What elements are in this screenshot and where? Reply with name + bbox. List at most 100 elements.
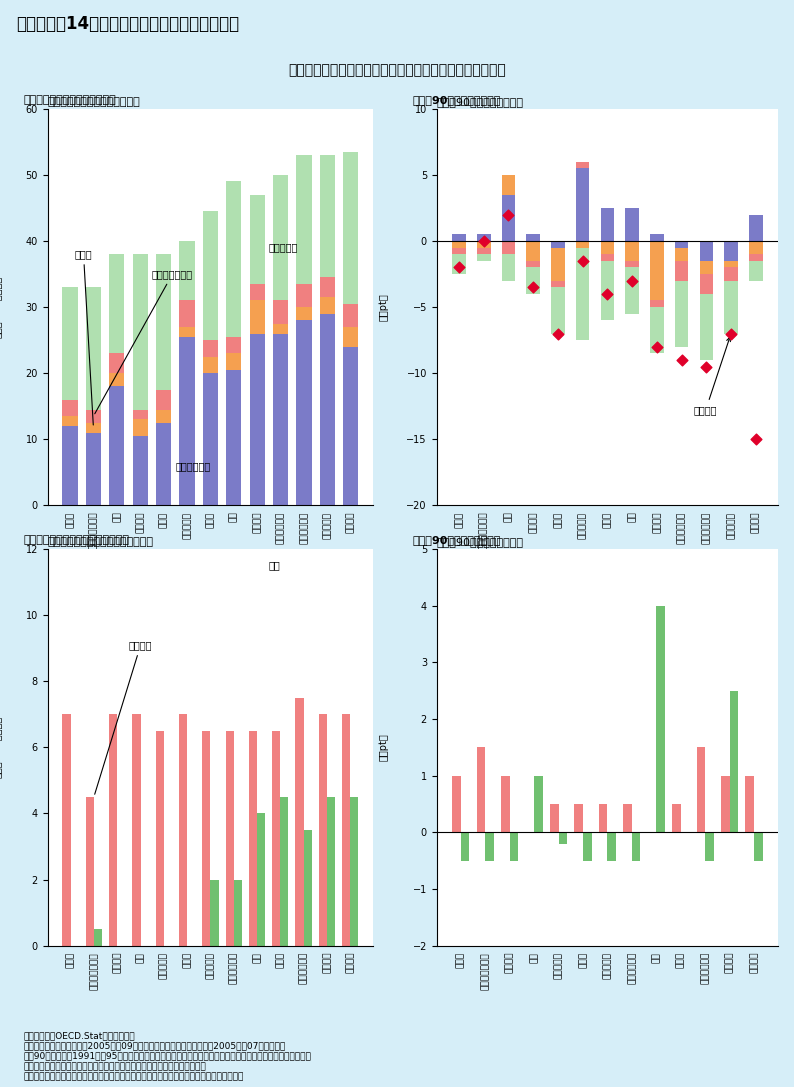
Bar: [626, 241, 639, 261]
Bar: [673, 804, 680, 833]
Bar: [626, 261, 639, 267]
Bar: [296, 307, 311, 321]
Bar: [700, 293, 713, 360]
Bar: [86, 423, 101, 433]
Bar: [226, 370, 241, 505]
Text: （３）各国の社会保障支出（直近）: （３）各国の社会保障支出（直近）: [24, 536, 130, 546]
Bar: [320, 277, 335, 297]
Bar: [63, 714, 71, 946]
Bar: [343, 303, 358, 327]
Bar: [576, 162, 589, 168]
Bar: [226, 182, 241, 337]
Point: [453, 259, 465, 276]
Text: 利払費: 利払費: [75, 249, 93, 425]
Bar: [485, 833, 494, 861]
Bar: [730, 690, 738, 833]
Bar: [86, 287, 101, 410]
Bar: [558, 833, 567, 844]
Bar: [461, 833, 469, 861]
Point: [650, 338, 663, 355]
Bar: [724, 267, 738, 280]
Point: [527, 278, 540, 296]
Bar: [576, 168, 589, 241]
Bar: [453, 776, 461, 833]
Bar: [63, 416, 78, 426]
Bar: [657, 605, 665, 833]
Bar: [179, 241, 195, 300]
Bar: [700, 241, 713, 261]
Bar: [133, 714, 141, 946]
Bar: [675, 261, 688, 280]
Point: [725, 325, 738, 342]
Bar: [600, 254, 615, 261]
Point: [477, 233, 490, 250]
Bar: [477, 254, 491, 261]
Bar: [477, 241, 491, 248]
Bar: [110, 373, 125, 387]
Bar: [273, 175, 288, 300]
Bar: [156, 410, 172, 423]
Point: [700, 358, 713, 375]
Bar: [202, 340, 218, 357]
Bar: [179, 714, 187, 946]
Bar: [156, 423, 172, 505]
Y-axis label: （名目GDP比、％）: （名目GDP比、％）: [0, 276, 2, 338]
Bar: [86, 797, 94, 946]
Bar: [749, 254, 762, 261]
Bar: [133, 436, 148, 505]
Text: （備考）１．OECD.Statにより作成。
２．（１）（２）の直近は2005年～09年の平均。（３）（４）の直近は2005年～07年の平均。
　　90年代初頭は: （備考）１．OECD.Statにより作成。 ２．（１）（２）の直近は2005年～…: [24, 1030, 312, 1082]
Bar: [233, 879, 242, 946]
Bar: [626, 267, 639, 314]
Bar: [86, 433, 101, 505]
Bar: [320, 314, 335, 505]
Text: （１）各国の歳出構造（直近）: （１）各国の歳出構造（直近）: [48, 97, 141, 107]
Bar: [551, 241, 565, 248]
Text: 総固定資本形成: 総固定資本形成: [94, 268, 193, 414]
Bar: [526, 261, 540, 267]
Bar: [156, 730, 164, 946]
Bar: [599, 804, 607, 833]
Bar: [295, 698, 303, 946]
Bar: [526, 235, 540, 241]
Bar: [94, 929, 102, 946]
Text: 歳出総額: 歳出総額: [694, 337, 730, 415]
Bar: [179, 337, 195, 505]
Bar: [225, 730, 233, 946]
Bar: [327, 797, 335, 946]
Bar: [600, 208, 615, 241]
Bar: [551, 287, 565, 334]
Bar: [179, 327, 195, 337]
Bar: [724, 241, 738, 261]
Bar: [754, 833, 762, 861]
Bar: [550, 804, 558, 833]
Bar: [320, 297, 335, 314]
Bar: [343, 347, 358, 505]
Bar: [257, 813, 265, 946]
Y-axis label: （％pt）: （％pt）: [379, 734, 389, 761]
Bar: [626, 208, 639, 241]
Bar: [746, 776, 754, 833]
Point: [552, 325, 565, 342]
Bar: [705, 833, 714, 861]
Y-axis label: （％pt）: （％pt）: [379, 293, 389, 321]
Bar: [675, 241, 688, 248]
Bar: [749, 214, 762, 241]
Bar: [249, 195, 265, 284]
Y-axis label: （名目GDP比、％）: （名目GDP比、％）: [0, 716, 2, 778]
Point: [750, 430, 762, 448]
Bar: [133, 420, 148, 436]
Bar: [576, 241, 589, 248]
Bar: [551, 248, 565, 280]
Bar: [510, 833, 518, 861]
Point: [576, 252, 589, 270]
Bar: [477, 248, 491, 254]
Point: [626, 272, 638, 289]
Bar: [650, 307, 664, 353]
Bar: [749, 241, 762, 254]
Bar: [700, 261, 713, 274]
Bar: [502, 195, 515, 241]
Bar: [534, 776, 542, 833]
Bar: [574, 804, 583, 833]
Bar: [696, 748, 705, 833]
Bar: [650, 241, 664, 300]
